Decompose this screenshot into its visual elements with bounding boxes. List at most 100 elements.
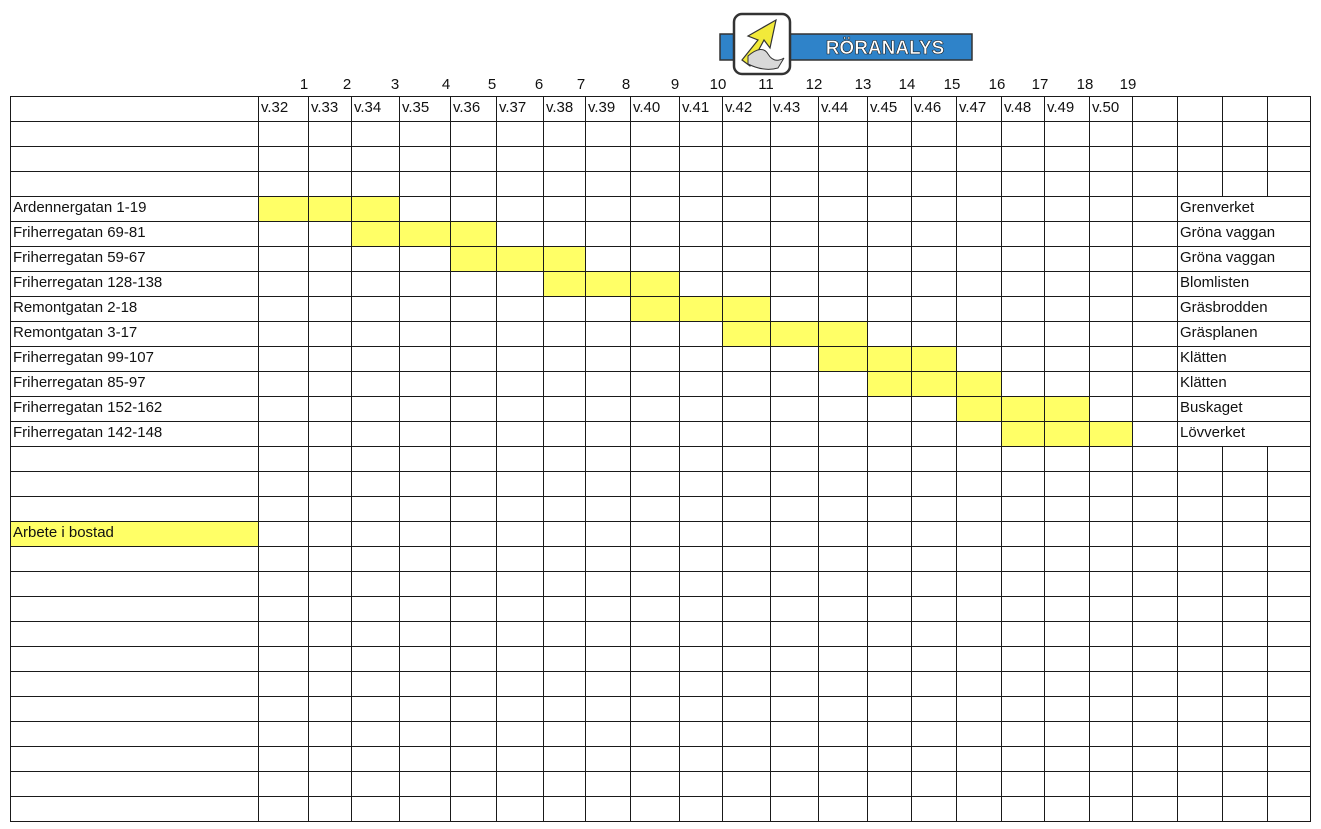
week-number: 16: [988, 76, 1006, 93]
grid-line: [10, 96, 11, 822]
legend-swatch: [10, 521, 258, 546]
grid-line: [10, 821, 1311, 822]
week-label: v.38: [546, 99, 574, 116]
grid-line: [10, 146, 1311, 147]
scheduled-week-cell: [450, 221, 496, 246]
grid-line: [10, 496, 1311, 497]
grid-line: [10, 796, 1311, 797]
grid-line: [585, 96, 586, 822]
grid-line: [308, 96, 309, 822]
grid-line: [399, 96, 400, 822]
scheduled-week-cell: [1044, 396, 1089, 421]
week-label: v.32: [261, 99, 289, 116]
scheduled-week-cell: [543, 246, 585, 271]
grid-line: [10, 621, 1311, 622]
grid-line: [10, 446, 1311, 447]
week-label: v.43: [773, 99, 801, 116]
address-label: Remontgatan 3-17: [13, 324, 138, 341]
grid-line: [10, 296, 1311, 297]
scheduled-week-cell: [351, 196, 399, 221]
week-label: v.47: [959, 99, 987, 116]
address-label: Friherregatan 128-138: [13, 274, 163, 291]
scheduled-week-cell: [911, 346, 956, 371]
scheduled-week-cell: [630, 271, 679, 296]
grid-line: [1044, 96, 1045, 822]
grid-line: [1222, 446, 1223, 822]
grid-line: [496, 96, 497, 822]
grid-line: [10, 471, 1311, 472]
grid-line: [867, 96, 868, 822]
grid-line: [10, 771, 1311, 772]
area-label: Klätten: [1180, 349, 1227, 366]
grid-line: [770, 96, 771, 822]
grid-line: [818, 96, 819, 822]
grid-line: [10, 546, 1311, 547]
week-number: 8: [621, 76, 631, 93]
grid-line: [956, 96, 957, 822]
week-number: 6: [534, 76, 544, 93]
grid-line: [10, 321, 1311, 322]
area-label: Buskaget: [1180, 399, 1243, 416]
scheduled-week-cell: [1044, 421, 1089, 446]
address-label: Friherregatan 152-162: [13, 399, 163, 416]
grid-line: [10, 171, 1311, 172]
week-number: 15: [943, 76, 961, 93]
grid-line: [679, 96, 680, 822]
week-number: 11: [758, 76, 774, 93]
week-number: 5: [487, 76, 497, 93]
scheduled-week-cell: [1001, 396, 1044, 421]
scheduled-week-cell: [399, 221, 450, 246]
grid-line: [450, 96, 451, 822]
grid-line: [10, 696, 1311, 697]
grid-line: [351, 96, 352, 822]
address-label: Friherregatan 85-97: [13, 374, 146, 391]
scheduled-week-cell: [308, 196, 351, 221]
area-label: Blomlisten: [1180, 274, 1250, 291]
grid-line: [543, 96, 544, 822]
address-label: Friherregatan 59-67: [13, 249, 146, 266]
scheduled-week-cell: [351, 221, 399, 246]
scheduled-week-cell: [722, 296, 770, 321]
grid-line: [10, 246, 1311, 247]
grid-line: [1132, 96, 1133, 822]
area-label: Grenverket: [1180, 199, 1255, 216]
area-label: Lövverket: [1180, 424, 1246, 441]
scheduled-week-cell: [450, 246, 496, 271]
grid-line: [1267, 96, 1268, 196]
week-label: v.44: [821, 99, 849, 116]
scheduled-week-cell: [1001, 421, 1044, 446]
area-label: Gröna vaggan: [1180, 249, 1276, 266]
grid-line: [10, 596, 1311, 597]
week-number: 2: [342, 76, 352, 93]
week-label: v.36: [453, 99, 481, 116]
grid-line: [911, 96, 912, 822]
scheduled-week-cell: [630, 296, 679, 321]
address-label: Friherregatan 69-81: [13, 224, 146, 241]
grid-line: [10, 346, 1311, 347]
grid-line: [1310, 96, 1311, 822]
scheduled-week-cell: [770, 321, 818, 346]
grid-line: [10, 371, 1311, 372]
grid-line: [1001, 96, 1002, 822]
week-number: 4: [441, 76, 451, 93]
grid-line: [258, 96, 259, 822]
address-label: Friherregatan 142-148: [13, 424, 163, 441]
week-label: v.46: [914, 99, 942, 116]
week-label: v.48: [1004, 99, 1032, 116]
scheduled-week-cell: [818, 321, 867, 346]
grid-line: [1177, 96, 1178, 822]
grid-line: [1267, 446, 1268, 822]
week-label: v.50: [1092, 99, 1120, 116]
week-label: v.40: [633, 99, 661, 116]
week-label: v.42: [725, 99, 753, 116]
scheduled-week-cell: [867, 346, 911, 371]
week-number: 10: [709, 76, 727, 93]
scheduled-week-cell: [543, 271, 585, 296]
week-number: 7: [576, 76, 586, 93]
week-label: v.41: [682, 99, 710, 116]
week-label: v.45: [870, 99, 898, 116]
area-label: Gräsbrodden: [1180, 299, 1268, 316]
scheduled-week-cell: [679, 296, 722, 321]
week-label: v.35: [402, 99, 430, 116]
